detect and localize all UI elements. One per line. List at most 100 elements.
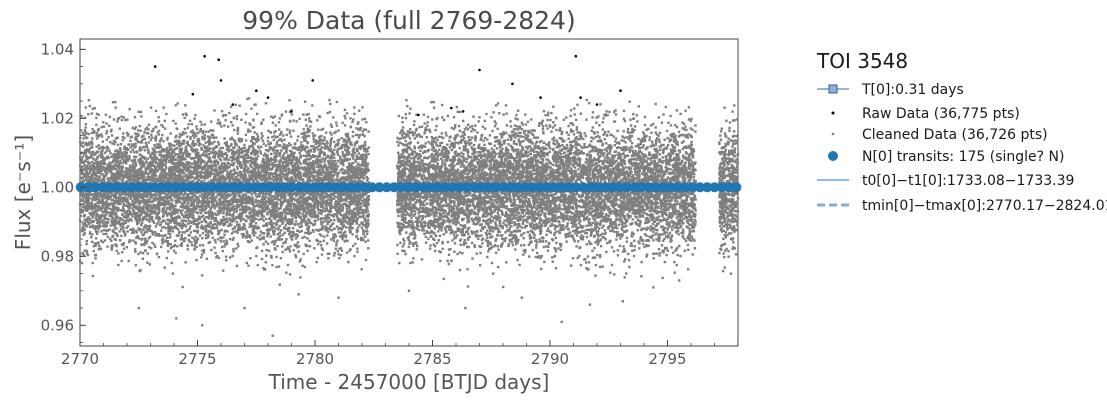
cleaned-point: [125, 155, 128, 158]
cleaned-point: [315, 165, 318, 168]
cleaned-point: [249, 163, 252, 166]
cleaned-point: [341, 159, 345, 162]
cleaned-point: [312, 150, 316, 153]
cleaned-point: [204, 173, 207, 176]
cleaned-point: [151, 241, 154, 245]
cleaned-point: [191, 236, 194, 240]
cleaned-point: [262, 177, 265, 180]
cleaned-point: [83, 249, 87, 252]
cleaned-point: [175, 180, 179, 183]
cleaned-point: [355, 230, 359, 234]
cleaned-point: [86, 165, 89, 168]
cleaned-point: [252, 161, 255, 164]
cleaned-point: [121, 135, 124, 139]
cleaned-point: [279, 216, 282, 220]
cleaned-point: [248, 216, 251, 219]
cleaned-point: [129, 175, 133, 178]
cleaned-point: [178, 152, 182, 155]
cleaned-point: [248, 145, 251, 148]
cleaned-point: [360, 268, 363, 271]
cleaned-point: [285, 144, 288, 147]
cleaned-point: [244, 227, 247, 230]
cleaned-point: [297, 158, 300, 162]
cleaned-point: [197, 151, 200, 155]
cleaned-point: [273, 214, 277, 217]
cleaned-point: [94, 172, 97, 175]
cleaned-point: [103, 179, 106, 182]
cleaned-point: [338, 209, 341, 212]
cleaned-point: [146, 261, 149, 264]
cleaned-point: [344, 138, 347, 142]
cleaned-point: [325, 144, 328, 148]
cleaned-point: [244, 201, 247, 204]
cleaned-point: [158, 174, 161, 178]
cleaned-point: [232, 164, 235, 167]
cleaned-point: [355, 127, 358, 130]
cleaned-point: [293, 193, 296, 196]
cleaned-point: [95, 112, 99, 116]
cleaned-point: [213, 159, 216, 163]
cleaned-point: [254, 172, 257, 175]
cleaned-point: [162, 212, 166, 216]
cleaned-point: [292, 249, 295, 252]
cleaned-point: [339, 155, 342, 158]
cleaned-point: [90, 203, 94, 206]
cleaned-point: [276, 214, 280, 217]
cleaned-point: [200, 220, 204, 224]
cleaned-point: [143, 145, 146, 149]
cleaned-point: [299, 215, 302, 218]
cleaned-point: [279, 178, 282, 182]
cleaned-point: [84, 126, 87, 129]
cleaned-point: [121, 157, 124, 160]
cleaned-point: [217, 198, 221, 201]
cleaned-point: [173, 140, 177, 143]
cleaned-point: [309, 150, 313, 153]
cleaned-point: [358, 193, 362, 196]
cleaned-point: [87, 132, 90, 136]
cleaned-point: [176, 162, 179, 165]
cleaned-point: [341, 207, 344, 210]
cleaned-point: [349, 142, 353, 145]
cleaned-point: [196, 140, 199, 143]
cleaned-point: [364, 128, 368, 131]
cleaned-point: [347, 140, 350, 143]
cleaned-point: [258, 182, 261, 185]
cleaned-point: [266, 160, 269, 164]
cleaned-point: [253, 205, 257, 208]
cleaned-point: [141, 138, 144, 142]
cleaned-point: [131, 207, 134, 210]
cleaned-point: [98, 154, 101, 157]
cleaned-point: [190, 210, 193, 213]
cleaned-point: [201, 244, 205, 247]
cleaned-point: [220, 221, 223, 224]
cleaned-point: [242, 233, 245, 236]
cleaned-point: [80, 261, 84, 265]
cleaned-point: [358, 170, 362, 174]
cleaned-point: [193, 238, 196, 241]
cleaned-point: [270, 214, 273, 217]
cleaned-point: [158, 210, 161, 213]
cleaned-point: [295, 162, 299, 165]
cleaned-point: [185, 178, 189, 181]
cleaned-point: [140, 148, 143, 151]
cleaned-point: [219, 207, 223, 210]
cleaned-point: [348, 177, 351, 180]
cleaned-point: [167, 154, 170, 157]
cleaned-point: [102, 159, 105, 162]
cleaned-point: [294, 253, 297, 257]
cleaned-point: [339, 220, 343, 223]
cleaned-point: [178, 230, 181, 234]
cleaned-point: [90, 156, 93, 159]
cleaned-point: [190, 146, 193, 149]
cleaned-point: [109, 214, 113, 217]
cleaned-point: [176, 197, 179, 201]
cleaned-point: [203, 208, 206, 212]
cleaned-point: [352, 196, 356, 200]
cleaned-point: [127, 143, 130, 146]
cleaned-point: [194, 191, 198, 194]
cleaned-point: [300, 229, 303, 233]
cleaned-point: [134, 202, 137, 205]
cleaned-point: [262, 267, 265, 270]
cleaned-point: [283, 147, 287, 150]
cleaned-point: [118, 230, 121, 233]
